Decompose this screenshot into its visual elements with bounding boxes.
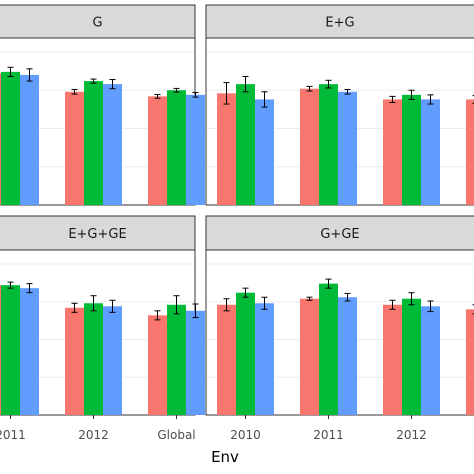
bar	[255, 303, 274, 415]
bar	[103, 84, 122, 205]
bar	[84, 81, 103, 205]
facet-strip-label: G	[92, 16, 102, 31]
bar	[0, 73, 1, 205]
bar	[319, 283, 338, 415]
bar	[148, 315, 167, 415]
x-tick-label: 2010	[230, 428, 261, 442]
bar	[186, 310, 205, 415]
facet-strip-label: E+G+GE	[68, 227, 126, 242]
bar	[167, 304, 186, 415]
bar	[236, 292, 255, 415]
bar	[338, 297, 357, 415]
x-tick-label: 2011	[0, 428, 26, 442]
bar	[466, 99, 474, 205]
x-tick-label: 2012	[78, 428, 109, 442]
bar	[255, 99, 274, 205]
bar	[402, 298, 421, 415]
bar	[84, 303, 103, 415]
panel-e-plus-g: E+G	[205, 4, 474, 206]
panel-g: G	[0, 4, 205, 206]
x-axis-title: Env	[211, 448, 239, 466]
bar	[65, 307, 84, 415]
bar	[186, 94, 205, 205]
bar	[466, 309, 474, 415]
bar	[421, 306, 440, 415]
x-tick-label: Global	[157, 428, 195, 442]
bar	[65, 91, 84, 205]
bar	[148, 96, 167, 205]
bar	[421, 99, 440, 205]
bar	[338, 91, 357, 205]
facet-strip-label: G+GE	[320, 227, 359, 242]
bar	[402, 94, 421, 205]
bar	[300, 88, 319, 205]
facet-strip	[0, 4, 196, 39]
bar	[103, 306, 122, 415]
bar	[383, 304, 402, 415]
bar	[383, 99, 402, 205]
facet-strip	[205, 215, 474, 251]
bar	[319, 84, 338, 205]
bar	[217, 304, 236, 415]
bar	[300, 298, 319, 415]
bar	[20, 74, 39, 205]
bar	[1, 71, 20, 205]
bar	[217, 93, 236, 205]
facet-strip-label: E+G	[325, 16, 354, 31]
bar	[167, 90, 186, 205]
x-tick-label: 2011	[313, 428, 344, 442]
bar	[236, 84, 255, 205]
panel-g-plus-ge: G+GE201020112012Global	[205, 215, 474, 442]
x-tick-label: 2012	[396, 428, 427, 442]
bar	[20, 288, 39, 415]
panels-layer: G E+G E+G+GE 2011 2012 Global G+GE 2010 2011 2012…	[0, 4, 474, 442]
bar	[1, 285, 20, 415]
facet-strip	[0, 215, 196, 251]
bar	[0, 285, 1, 415]
panel-e-plus-g-plus-ge: E+G+GE 2011 2012 Global	[0, 215, 205, 442]
facet-strip	[205, 4, 474, 39]
